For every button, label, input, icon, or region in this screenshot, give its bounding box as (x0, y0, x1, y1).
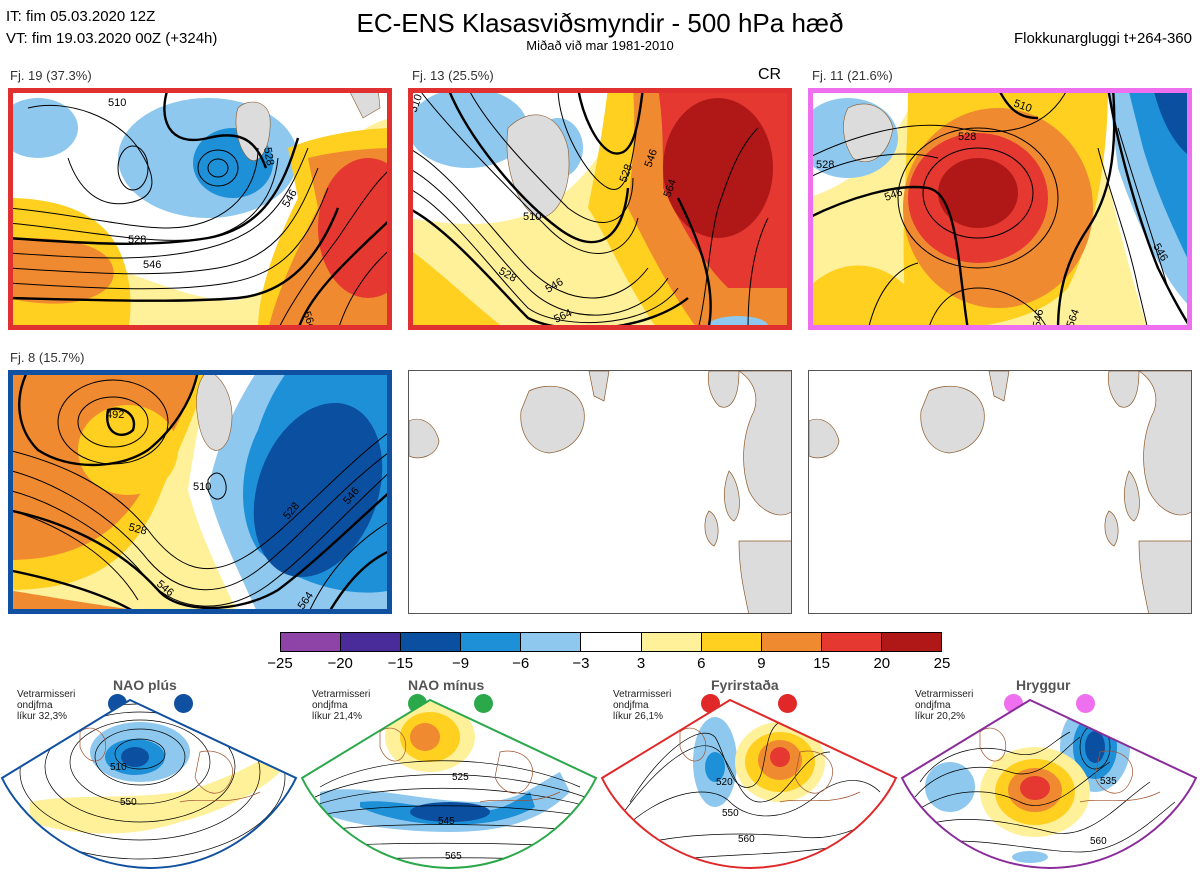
regime-2-stat-line: Vetrarmisseri (312, 689, 371, 700)
regime-3-stats: Vetrarmisseri ondjfma líkur 26,1% (613, 689, 671, 722)
regime-3-map: 520 550 560 (600, 692, 900, 871)
regime-2-stat-line: ondjfma (312, 700, 348, 711)
regime-3-stat-line: líkur 26,1% (613, 711, 664, 722)
regime-4-stat-line: ondjfma (915, 700, 951, 711)
colorbar-cell (341, 633, 402, 651)
panel-3-contour-label: 528 (958, 131, 976, 143)
colorbar-cell (401, 633, 462, 651)
page-title: EC-ENS Klasasviðsmyndir - 500 hPa hæð (356, 8, 844, 38)
panel-4-contour-label: 510 (193, 481, 211, 493)
regime-3-contour-label: 560 (738, 834, 755, 845)
regime-3-stat-line: Vetrarmisseri (613, 689, 672, 700)
colorbar-cell (521, 633, 582, 651)
colorbar-cell (641, 633, 702, 651)
regime-2-contour-label: 565 (445, 851, 462, 862)
panel-3-contour-label: 528 (816, 159, 834, 171)
panel-1-label: Fj. 19 (37.3%) (10, 68, 92, 83)
colorbar-cell (701, 633, 762, 651)
colorbar-cell (761, 633, 822, 651)
panel-2-contour-label: 564 (662, 178, 680, 199)
colorbar-cell (821, 633, 882, 651)
panel-3-contour-label: 546 (1031, 308, 1046, 328)
regime-2-map: 525 545 565 (300, 692, 600, 871)
anomaly-colorbar (280, 632, 942, 652)
regime-4-stat-line: líkur 20,2% (915, 711, 966, 722)
panel-3-map: 510 528 528 546 546 546 564 (808, 88, 1192, 330)
panel-4-contour-label: 528 (127, 521, 148, 537)
colorbar-tick-label: 25 (933, 655, 951, 672)
page-subtitle: Miðað við mar 1981-2010 (526, 38, 674, 53)
regime-1-stat-line: ondjfma (17, 700, 53, 711)
panel-1-contour-label: 510 (108, 97, 126, 109)
colorbar-ticks: −25 −20 −15 −9 −6 −3 3 6 9 15 20 25 (267, 655, 950, 675)
panel-2-contour-label: 510 (523, 211, 541, 223)
regime-4-contour-label: 505 (1105, 724, 1122, 735)
regime-4-stat-line: Vetrarmisseri (915, 689, 974, 700)
panel-1-contour-label: 528 (261, 146, 276, 166)
regime-1-title: NAO plús (113, 677, 177, 693)
regime-2-stats: Vetrarmisseri ondjfma líkur 21,4% (312, 689, 370, 722)
colorbar-tick-label: 6 (697, 655, 706, 672)
regime-3-stat-line: ondjfma (613, 700, 649, 711)
regime-1-marker (174, 694, 193, 713)
regime-3-marker (778, 694, 797, 713)
regime-2-title: NAO mínus (408, 677, 485, 693)
regime-4-stats: Vetrarmisseri ondjfma líkur 20,2% (915, 689, 973, 722)
panel-2-contour-label: 528 (618, 163, 636, 184)
regime-2-contour-label: 545 (438, 816, 455, 827)
colorbar-cell (881, 633, 942, 651)
colorbar-tick-label: −3 (572, 655, 590, 672)
regime-4-marker (1076, 694, 1095, 713)
colorbar-tick-label: −20 (327, 655, 353, 672)
panel-2-contour-label: 546 (643, 148, 661, 169)
colorbar-tick-label: −9 (451, 655, 470, 672)
regime-1-stats: Vetrarmisseri ondjfma líkur 32,3% (17, 689, 75, 722)
regime-4-title: Hryggur (1016, 677, 1071, 693)
panel-4-contour-label: 492 (106, 409, 124, 421)
regime-1-stat-line: líkur 32,3% (17, 711, 68, 722)
classification-window: Flokkunargluggi t+264-360 (1013, 30, 1192, 47)
panel-2-label: Fj. 13 (25.5%) (412, 68, 494, 83)
regime-2-stat-line: líkur 21,4% (312, 711, 363, 722)
panel-1-contour-label: 564 (300, 310, 318, 330)
regime-1-stat-line: Vetrarmisseri (17, 689, 76, 700)
colorbar-cell (281, 633, 342, 651)
panel-4-label: Fj. 8 (15.7%) (10, 350, 85, 365)
colorbar-tick-label: −15 (387, 655, 414, 672)
panel-3-contour-label: 510 (1012, 98, 1033, 116)
header-info: IT: fim 05.03.2020 12Z VT: fim 19.03.202… (6, 6, 217, 50)
panel-5-empty-map (408, 370, 792, 614)
regime-2-contour-label: 525 (452, 772, 469, 783)
panel-2-map: 510 510 528 528 546 546 564 564 (408, 88, 792, 330)
panel-1-contour-label: 546 (143, 259, 161, 271)
colorbar-cell (581, 633, 642, 651)
colorbar-tick-label: 15 (813, 655, 830, 672)
panel-4-map: 492 510 528 528 546 546 564 (8, 370, 392, 614)
regime-4-map: 505 535 560 (900, 692, 1200, 871)
regime-2-marker (474, 694, 493, 713)
colorbar-tick-label: −25 (267, 655, 293, 672)
regime-4-contour-label: 535 (1100, 776, 1117, 787)
panel-1-contour-label: 528 (128, 234, 146, 246)
init-time: IT: fim 05.03.2020 12Z (6, 8, 156, 25)
regime-4-contour-label: 560 (1090, 836, 1107, 847)
valid-time: VT: fim 19.03.2020 00Z (+324h) (6, 30, 218, 47)
colorbar-tick-label: −6 (512, 655, 530, 672)
panel-1-map: 510 528 528 546 546 564 (8, 88, 392, 330)
panel-3-label: Fj. 11 (21.6%) (812, 68, 893, 83)
regime-3-contour-label: 520 (716, 777, 733, 788)
colorbar-tick-label: 3 (636, 655, 646, 672)
panel-6-empty-map (808, 370, 1192, 614)
regime-3-contour-label: 550 (722, 808, 739, 819)
regime-1-map: 510 550 (0, 692, 300, 871)
panel-3-contour-label: 546 (883, 186, 904, 204)
regime-3-title: Fyrirstaða (711, 677, 779, 693)
colorbar-tick-label: 9 (757, 655, 766, 672)
colorbar-cell (461, 633, 522, 651)
panel-2-badge: CR (758, 66, 782, 83)
regime-1-contour-label: 510 (110, 762, 127, 773)
colorbar-tick-label: 20 (873, 655, 891, 672)
regime-1-contour-label: 550 (120, 797, 137, 808)
panel-3-contour-label: 564 (1065, 308, 1083, 329)
